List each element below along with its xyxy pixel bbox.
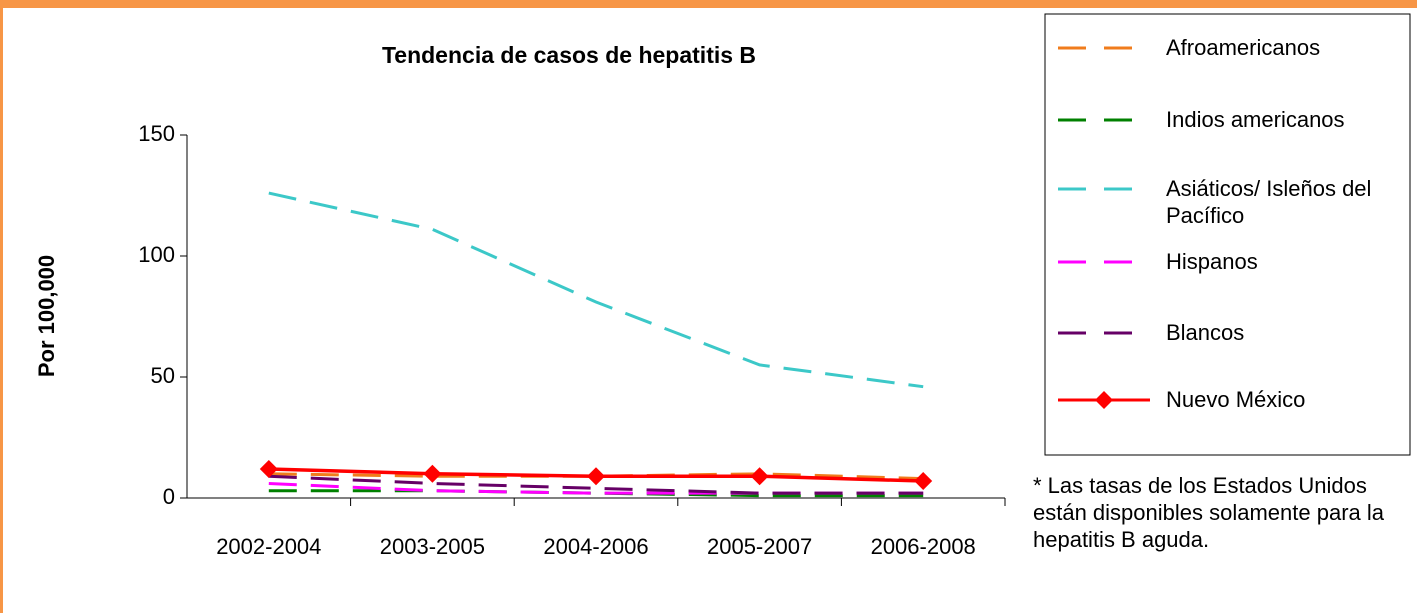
x-tick-label: 2003-2005 <box>380 534 485 559</box>
y-tick-label: 150 <box>138 121 175 146</box>
legend-label: Blancos <box>1166 320 1245 345</box>
top-border <box>0 0 1417 8</box>
legend-label: Hispanos <box>1166 249 1258 274</box>
legend-label-box: Indios americanos <box>1166 107 1345 132</box>
legend-box <box>1044 13 1411 456</box>
point-marker <box>259 459 278 478</box>
footnote-box: * Las tasas de los Estados Unidos están … <box>1033 473 1385 552</box>
series-line <box>268 472 924 481</box>
series-line <box>268 474 924 495</box>
legend-marker <box>1095 391 1113 409</box>
point-marker <box>914 472 933 491</box>
footnote: * Las tasas de los Estados Unidos están … <box>1033 473 1385 552</box>
legend-label-box: Hispanos <box>1166 249 1258 274</box>
legend-label: Nuevo México <box>1166 387 1306 412</box>
legend-label-box: Nuevo México <box>1166 387 1306 412</box>
x-tick-label: 2002-2004 <box>216 534 321 559</box>
legend-label: Indios americanos <box>1166 107 1345 132</box>
series-line <box>268 191 924 389</box>
legend-label-box: Asiáticos/ Isleños del Pacífico <box>1166 176 1372 228</box>
legend-label: Afroamericanos <box>1166 35 1321 60</box>
y-tick-label: 0 <box>163 484 175 509</box>
x-tick-label: 2005-2007 <box>707 534 812 559</box>
left-border <box>0 0 3 613</box>
legend-label-box: Blancos <box>1166 320 1245 345</box>
x-tick-label: 2004-2006 <box>543 534 648 559</box>
series-line <box>268 489 924 498</box>
legend-label-box: Afroamericanos <box>1166 35 1321 60</box>
legend-label: Asiáticos/ Isleños del Pacífico <box>1166 176 1372 228</box>
y-tick-label: 50 <box>151 363 175 388</box>
point-marker <box>423 464 442 483</box>
x-tick-label: 2006-2008 <box>871 534 976 559</box>
y-tick-label: 100 <box>138 242 175 267</box>
chart-title: Tendencia de casos de hepatitis B <box>382 42 756 68</box>
point-marker <box>587 467 605 486</box>
series-line <box>268 481 924 495</box>
point-marker <box>750 467 769 486</box>
y-axis-label: Por 100,000 <box>34 255 59 377</box>
